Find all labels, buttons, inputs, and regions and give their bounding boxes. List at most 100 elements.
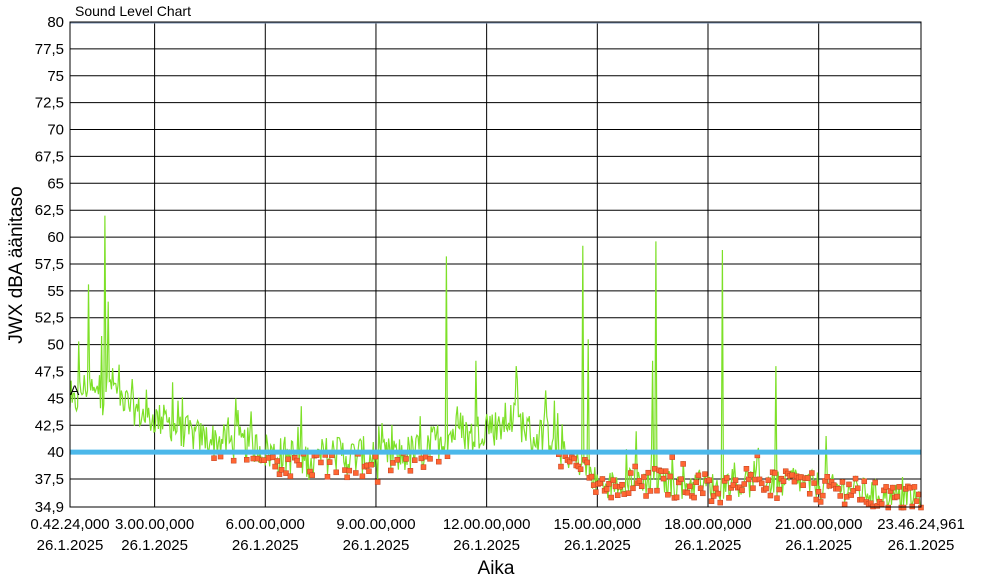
data-point (913, 498, 920, 504)
data-point (872, 479, 878, 486)
y-tick-label: 77,5 (35, 41, 64, 58)
x-tick-time: 6.00.00,000 (226, 516, 305, 533)
data-point (270, 454, 276, 461)
x-tick-date: 26.1.2025 (232, 537, 299, 554)
data-point (211, 455, 217, 461)
data-point (643, 493, 649, 499)
data-point (324, 473, 331, 480)
data-point (628, 470, 634, 476)
data-point (717, 499, 724, 506)
data-point (765, 477, 772, 483)
data-point (820, 492, 826, 499)
data-point (610, 477, 617, 483)
x-tick-date: 26.1.2025 (785, 537, 852, 554)
data-point (693, 479, 699, 486)
x-tick-date: 26.1.2025 (343, 537, 410, 554)
data-point (889, 484, 896, 491)
data-point (636, 478, 643, 484)
data-point (739, 487, 745, 493)
data-point (726, 495, 732, 501)
data-point (296, 462, 302, 468)
x-axis-title: Aika (478, 558, 515, 579)
data-point (632, 463, 638, 470)
data-point (806, 491, 813, 497)
x-tick-time: 21.00.00,000 (775, 516, 863, 533)
data-point (604, 486, 610, 492)
data-point (665, 492, 671, 498)
data-point (678, 476, 684, 482)
data-point (645, 469, 651, 476)
x-tick-date: 26.1.2025 (888, 537, 955, 554)
data-point (809, 470, 815, 476)
data-point (896, 484, 902, 490)
x-tick-date: 26.1.2025 (453, 537, 520, 554)
data-point (669, 454, 675, 460)
data-point (837, 493, 844, 499)
data-point (697, 485, 704, 492)
data-point (817, 499, 824, 505)
x-tick-time: 15.00.00,000 (554, 516, 642, 533)
data-point (593, 489, 599, 495)
data-point (700, 490, 706, 497)
data-point (641, 474, 647, 480)
data-point (588, 473, 595, 480)
data-point (861, 478, 868, 484)
y-tick-label: 67,5 (35, 148, 64, 165)
y-tick-label: 34,9 (35, 499, 64, 516)
data-point (852, 475, 859, 482)
y-tick-label: 57,5 (35, 256, 64, 273)
data-point (614, 492, 621, 498)
data-point (715, 490, 721, 497)
data-point (584, 459, 590, 466)
data-point (667, 473, 673, 480)
x-tick-time: 3.00.00,000 (115, 516, 194, 533)
data-point (285, 456, 291, 463)
data-point (763, 485, 769, 492)
x-tick-date: 26.1.2025 (121, 537, 188, 554)
y-axis-ticks: 34,9 37,5 40 42,5 45 47,5 50 52,5 55 57,5 60 62,5 65… (35, 14, 64, 516)
data-point (346, 467, 353, 474)
data-point (359, 473, 366, 480)
data-point (839, 479, 846, 485)
data-point (403, 456, 409, 462)
data-point (366, 468, 372, 474)
data-point (309, 472, 315, 478)
data-point (684, 489, 691, 496)
data-point (333, 469, 339, 476)
data-point (326, 459, 333, 465)
data-point (318, 459, 324, 466)
data-point (885, 504, 892, 511)
data-point (577, 466, 584, 473)
x-tick-date: 26.1.2025 (675, 537, 742, 554)
point-markers (211, 450, 924, 511)
data-point (599, 476, 606, 482)
data-point (619, 481, 625, 488)
y-tick-label: 50 (47, 337, 64, 354)
data-point (278, 467, 285, 473)
data-point (846, 481, 852, 488)
y-tick-label: 75 (47, 68, 64, 85)
data-point (427, 456, 433, 462)
data-point (571, 455, 577, 462)
data-point (647, 488, 654, 494)
data-point (706, 477, 713, 483)
data-point (412, 457, 418, 463)
data-point (407, 468, 414, 474)
data-point (745, 476, 752, 483)
x-tick-time: 23.46.24,961 (877, 516, 965, 533)
x-axis-ticks: 0.42.24,000 26.1.2025 3.00.00,000 26.1.2025… (30, 516, 964, 554)
data-point (767, 492, 774, 499)
data-point (900, 504, 907, 511)
y-tick-label: 52,5 (35, 310, 64, 327)
x-tick-date: 26.1.2025 (37, 537, 104, 554)
x-tick-time: 12.00.00,000 (443, 516, 531, 533)
y-tick-label: 65 (47, 175, 64, 192)
data-point (780, 478, 787, 484)
y-tick-label: 40 (47, 444, 64, 461)
data-point (772, 470, 778, 476)
y-tick-label: 62,5 (35, 202, 64, 219)
data-point (654, 487, 660, 494)
data-point (558, 463, 564, 470)
data-point (824, 473, 830, 480)
data-point (638, 483, 645, 490)
